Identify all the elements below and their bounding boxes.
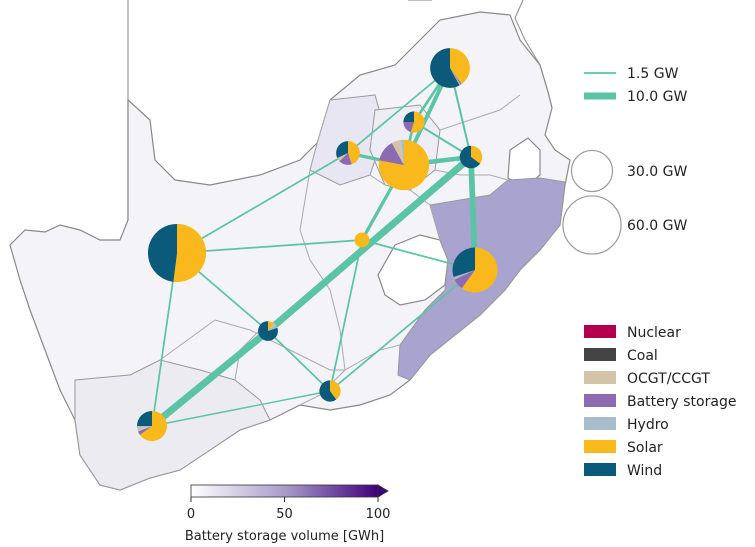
line-northwest-northern_cape xyxy=(176,152,349,254)
pie-slice-limpopo-battery xyxy=(450,68,462,85)
size-legend-label-2: 60.0 GW xyxy=(627,218,687,234)
pie-freestate xyxy=(354,232,370,248)
pie-kzn xyxy=(452,247,498,293)
legend-swatch-solar xyxy=(584,440,616,453)
size-legend-circle-1 xyxy=(570,149,614,193)
pie-slice-northwest-wind xyxy=(336,141,348,159)
pie-slice-western_cape-hydro xyxy=(137,426,152,428)
pie-slice-mpumalanga-solar xyxy=(471,145,483,164)
legend-swatch-hydro xyxy=(584,417,616,430)
lesotho xyxy=(377,234,449,306)
pie-slice-northwest-battery xyxy=(339,153,352,165)
line-limpopo-northwest xyxy=(347,67,451,154)
legend-label-hydro: Hydro xyxy=(627,417,669,433)
legend-label-wind: Wind xyxy=(627,463,662,479)
line-freestate-northern_cape xyxy=(176,239,363,254)
pie-slice-kzn-wind xyxy=(452,247,475,277)
pie-slice-mpumalanga_n-battery xyxy=(403,122,414,133)
size-legend-label-1: 30.0 GW xyxy=(627,164,687,180)
size-legend: 30.0 GW 60.0 GW xyxy=(562,149,687,255)
line-legend-label-1: 1.5 GW xyxy=(627,66,679,82)
colorbar-gradient xyxy=(190,484,379,498)
pie-slice-kzn-battery xyxy=(454,270,475,289)
pie-slice-northern_cape-wind xyxy=(147,223,177,282)
pie-slice-karoo-solar xyxy=(268,321,274,331)
pie-slice-limpopo-wind xyxy=(430,48,460,88)
legend-label-battery: Battery storage xyxy=(627,394,736,410)
pie-mpumalanga xyxy=(459,145,483,169)
pie-slice-limpopo-hydro xyxy=(450,68,461,86)
legend-label-coal: Coal xyxy=(627,348,658,364)
legend-label-ocgt: OCGT/CCGT xyxy=(627,371,710,387)
pie-slice-northwest-solar xyxy=(348,141,360,165)
legend-swatch-ocgt xyxy=(584,371,616,384)
generation-pies xyxy=(137,48,498,441)
pie-slice-western_cape-battery xyxy=(138,426,152,435)
legend-label-solar: Solar xyxy=(627,440,663,456)
line-legend-label-2: 10.0 GW xyxy=(627,89,687,105)
pie-slice-kzn-solar xyxy=(461,247,498,293)
pie-slice-mpumalanga-wind xyxy=(459,145,481,169)
pie-slice-eastern_cape-solar xyxy=(330,380,341,400)
line-western_cape-eastern_cape xyxy=(151,390,331,427)
line-mpumalanga-karoo xyxy=(265,154,474,334)
colorbar-tick-label-50: 50 xyxy=(276,507,293,522)
pie-slice-western_cape-solar xyxy=(139,411,167,441)
eswatini xyxy=(507,137,541,189)
colorbar-extend-arrow xyxy=(377,484,389,498)
pie-slice-western_cape-ocgt xyxy=(137,426,152,432)
line-karoo-western_cape xyxy=(149,328,271,429)
line-karoo-eastern_cape xyxy=(267,330,331,392)
pie-slice-kzn-hydro xyxy=(453,270,475,280)
line-legend: 1.5 GW 10.0 GW xyxy=(584,66,687,105)
colorbar-label: Battery storage volume [GWh] xyxy=(185,529,384,544)
legend-label-nuclear: Nuclear xyxy=(627,325,681,341)
pie-slice-gauteng-ocgt xyxy=(391,140,404,165)
pie-slice-eastern_cape-wind xyxy=(319,380,337,402)
pie-slice-northern_cape-solar xyxy=(173,223,207,283)
legend-swatch-nuclear xyxy=(584,325,616,338)
pie-slice-mpumalanga_n-solar xyxy=(410,111,425,133)
line-northern_cape-western_cape xyxy=(151,252,178,427)
line-eastern_cape-kzn xyxy=(329,269,476,392)
pie-mpumalanga_n xyxy=(403,111,425,133)
carrier-legend: Nuclear Coal OCGT/CCGT Battery storage H… xyxy=(584,325,736,479)
pie-slice-mpumalanga_n-wind xyxy=(403,111,414,122)
pie-slice-northwest-ocgt xyxy=(337,153,348,162)
legend-swatch-battery xyxy=(584,394,616,407)
pie-karoo xyxy=(258,321,278,341)
pie-northern_cape xyxy=(147,223,207,283)
pie-slice-freestate-solar xyxy=(354,232,370,248)
pie-slice-karoo-wind xyxy=(258,321,278,341)
pie-slice-gauteng-hydro xyxy=(400,139,404,165)
pie-slice-karoo-ocgt xyxy=(268,322,277,331)
pie-limpopo xyxy=(430,48,470,88)
pie-gauteng xyxy=(378,139,430,191)
pie-slice-karoo-hydro xyxy=(268,325,278,331)
pie-northwest xyxy=(336,141,360,165)
legend-swatch-wind xyxy=(584,463,616,476)
pie-slice-western_cape-wind xyxy=(137,411,152,426)
colorbar-tick-label-100: 100 xyxy=(366,507,391,522)
legend-swatch-coal xyxy=(584,348,616,361)
colorbar-tick-label-0: 0 xyxy=(187,507,195,522)
battery-colorbar: 0 50 100 Battery storage volume [GWh] xyxy=(185,484,391,544)
line-freestate-eastern_cape xyxy=(329,239,363,392)
pie-slice-gauteng-solar xyxy=(378,139,430,191)
pie-eastern_cape xyxy=(319,380,341,402)
size-legend-circle-2 xyxy=(562,195,622,255)
pie-slice-gauteng-battery xyxy=(379,142,404,165)
region-western-cape xyxy=(74,359,271,491)
pie-slice-limpopo-solar xyxy=(450,48,470,85)
pie-western_cape xyxy=(137,411,167,441)
